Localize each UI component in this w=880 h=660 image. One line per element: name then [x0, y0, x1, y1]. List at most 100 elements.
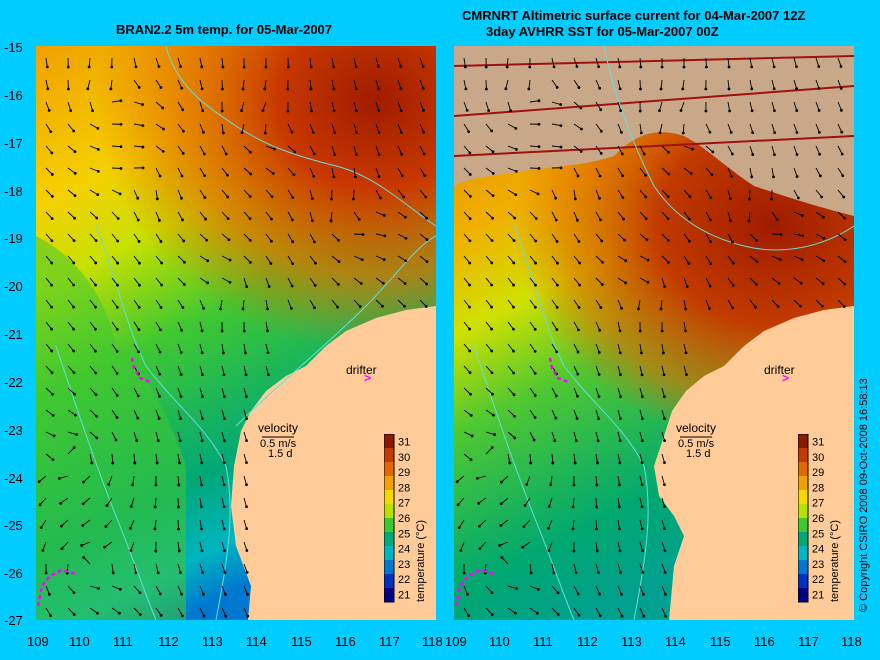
current-vector: [617, 255, 626, 262]
current-vector: [705, 189, 712, 198]
current-vector-head: [137, 240, 141, 243]
current-vector-head: [52, 434, 56, 438]
current-vector-head: [817, 130, 821, 134]
current-vector-head: [529, 571, 533, 575]
drifter-track: [130, 357, 151, 384]
current-vector-head: [422, 130, 426, 134]
current-vector: [243, 585, 248, 595]
current-vector-head: [377, 175, 381, 178]
current-vector: [573, 387, 578, 397]
current-vector: [727, 145, 733, 155]
current-vector: [419, 167, 426, 176]
current-vector: [550, 475, 553, 485]
current-vector-head: [598, 174, 602, 178]
current-vector-head: [158, 218, 161, 222]
current-vector: [221, 167, 228, 176]
current-vector: [771, 211, 778, 220]
current-vector: [155, 343, 161, 353]
current-vector-head: [638, 109, 642, 113]
current-vector-head: [596, 461, 599, 465]
colorbar-tick: 22: [398, 574, 410, 586]
current-vector-head: [201, 571, 205, 574]
current-vector-head: [640, 351, 643, 355]
current-vector: [199, 79, 203, 89]
current-vector-head: [730, 174, 734, 178]
current-vector: [45, 189, 53, 197]
current-vector: [81, 541, 91, 546]
current-vector: [331, 167, 335, 177]
current-vector-head: [311, 131, 315, 134]
lon-tick: 118: [422, 634, 443, 649]
current-vector-head: [249, 150, 252, 154]
current-vector-head: [81, 524, 85, 527]
current-vector-head: [136, 218, 140, 222]
current-vector-head: [155, 461, 159, 465]
current-vector: [485, 189, 494, 196]
current-vector: [683, 189, 691, 198]
current-vector: [155, 57, 160, 67]
current-vector-head: [579, 149, 583, 153]
current-vector-head: [425, 282, 429, 286]
current-vector: [375, 145, 380, 155]
current-vector-head: [118, 587, 122, 591]
current-vector: [243, 475, 247, 485]
current-vector: [397, 145, 403, 155]
current-vector: [815, 255, 824, 262]
current-vector: [243, 189, 251, 197]
current-vector: [771, 101, 775, 111]
current-vector-head: [595, 527, 598, 531]
current-vector: [485, 123, 493, 132]
current-vector-head: [141, 103, 145, 106]
current-vector: [419, 211, 427, 219]
current-vector: [199, 541, 203, 551]
current-vector-head: [663, 439, 666, 443]
current-vector-head: [623, 238, 627, 242]
colorbar-swatch: [798, 476, 808, 491]
current-vector: [639, 343, 642, 353]
current-vector: [507, 233, 515, 241]
current-vector-head: [529, 461, 533, 465]
current-vector-head: [556, 261, 559, 265]
current-vector: [262, 101, 267, 111]
current-vector-head: [119, 122, 123, 126]
current-vector: [529, 387, 536, 396]
current-vector: [573, 365, 579, 375]
current-vector: [45, 211, 53, 219]
current-vector: [133, 277, 140, 286]
current-vector: [485, 387, 493, 395]
current-vector-head: [644, 195, 648, 199]
current-vector: [111, 365, 118, 374]
current-vector: [133, 233, 140, 242]
current-vector-head: [200, 329, 204, 333]
current-vector: [133, 585, 141, 594]
current-vector: [551, 387, 557, 397]
current-vector: [331, 233, 339, 241]
current-vector: [331, 79, 335, 89]
lat-tick: -15: [4, 40, 23, 55]
current-vector-head: [105, 504, 109, 507]
current-vector-head: [158, 592, 162, 596]
current-vector-head: [514, 169, 518, 173]
current-vector-head: [159, 328, 162, 332]
current-vector: [199, 101, 204, 111]
colorbar-swatch: [384, 518, 394, 533]
current-vector-head: [821, 282, 825, 285]
current-vector: [551, 607, 559, 615]
current-vector: [110, 79, 113, 89]
current-vector: [67, 585, 75, 594]
current-vector-head: [103, 545, 107, 549]
current-vector-head: [116, 239, 120, 243]
current-vector-head: [681, 87, 685, 91]
colorbar-tick: 31: [398, 437, 410, 449]
current-vector: [331, 277, 339, 285]
current-vector: [463, 189, 471, 197]
current-vector: [749, 167, 753, 177]
bathymetry-contour: [165, 46, 436, 227]
current-vector-head: [270, 195, 274, 199]
current-vector-head: [158, 350, 162, 354]
lat-tick: -16: [4, 88, 23, 103]
current-vector-head: [536, 587, 540, 591]
current-vector-head: [94, 283, 97, 287]
lon-tick: 116: [754, 634, 775, 649]
current-vector: [177, 431, 181, 441]
